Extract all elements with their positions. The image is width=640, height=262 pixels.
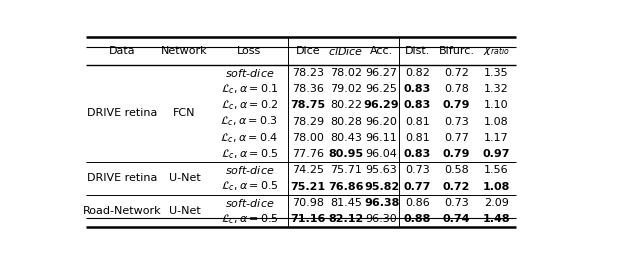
Text: 78.29: 78.29	[292, 117, 324, 127]
Text: 0.73: 0.73	[405, 165, 430, 175]
Text: 96.20: 96.20	[365, 117, 397, 127]
Text: 80.28: 80.28	[330, 117, 362, 127]
Text: $\mathit{soft}$-$\mathit{dice}$: $\mathit{soft}$-$\mathit{dice}$	[225, 164, 274, 176]
Text: 96.29: 96.29	[364, 100, 399, 110]
Text: 0.81: 0.81	[405, 133, 430, 143]
Text: $\mathcal{L}_c, \alpha = 0.2$: $\mathcal{L}_c, \alpha = 0.2$	[221, 99, 278, 112]
Text: 0.88: 0.88	[404, 214, 431, 224]
Text: 0.86: 0.86	[405, 198, 430, 208]
Text: 75.71: 75.71	[330, 165, 362, 175]
Text: 0.83: 0.83	[404, 84, 431, 94]
Text: 80.22: 80.22	[330, 100, 362, 110]
Text: 0.77: 0.77	[404, 182, 431, 192]
Text: 0.78: 0.78	[444, 84, 469, 94]
Text: 96.27: 96.27	[365, 68, 397, 78]
Text: 96.30: 96.30	[365, 214, 397, 224]
Text: $\mathcal{L}_c, \alpha = 0.3$: $\mathcal{L}_c, \alpha = 0.3$	[220, 115, 278, 128]
Text: 0.73: 0.73	[444, 117, 469, 127]
Text: 1.08: 1.08	[484, 117, 509, 127]
Text: 0.74: 0.74	[443, 214, 470, 224]
Text: 78.02: 78.02	[330, 68, 362, 78]
Text: 1.17: 1.17	[484, 133, 509, 143]
Text: 0.83: 0.83	[404, 149, 431, 159]
Text: 1.32: 1.32	[484, 84, 509, 94]
Text: FCN: FCN	[173, 108, 196, 118]
Text: Network: Network	[161, 46, 208, 56]
Text: 77.76: 77.76	[292, 149, 324, 159]
Text: 0.81: 0.81	[405, 117, 430, 127]
Text: 0.83: 0.83	[404, 100, 431, 110]
Text: $\chi_{ratio}$: $\chi_{ratio}$	[483, 45, 510, 57]
Text: 95.82: 95.82	[364, 182, 399, 192]
Text: 1.56: 1.56	[484, 165, 509, 175]
Text: 78.00: 78.00	[292, 133, 324, 143]
Text: 1.35: 1.35	[484, 68, 509, 78]
Text: 95.63: 95.63	[365, 165, 397, 175]
Text: $\mathcal{L}_c, \alpha = 0.1$: $\mathcal{L}_c, \alpha = 0.1$	[221, 82, 278, 96]
Text: 96.04: 96.04	[365, 149, 397, 159]
Text: 82.12: 82.12	[328, 214, 364, 224]
Text: Loss: Loss	[237, 46, 262, 56]
Text: $\mathcal{L}_c, \alpha = 0.5$: $\mathcal{L}_c, \alpha = 0.5$	[221, 212, 278, 226]
Text: $\mathcal{L}_c, \alpha = 0.5$: $\mathcal{L}_c, \alpha = 0.5$	[221, 180, 278, 193]
Text: 75.21: 75.21	[291, 182, 326, 192]
Text: Dist.: Dist.	[405, 46, 430, 56]
Text: 0.82: 0.82	[405, 68, 430, 78]
Text: Road-Network: Road-Network	[83, 206, 161, 216]
Text: Bifurc.: Bifurc.	[438, 46, 474, 56]
Text: $\mathit{soft}$-$\mathit{dice}$: $\mathit{soft}$-$\mathit{dice}$	[225, 197, 274, 209]
Text: Acc.: Acc.	[370, 46, 393, 56]
Text: $\mathit{clDice}$: $\mathit{clDice}$	[328, 45, 364, 57]
Text: 0.72: 0.72	[443, 182, 470, 192]
Text: 78.75: 78.75	[291, 100, 326, 110]
Text: U-Net: U-Net	[168, 206, 200, 216]
Text: 0.97: 0.97	[483, 149, 510, 159]
Text: 80.95: 80.95	[328, 149, 364, 159]
Text: Dice: Dice	[296, 46, 321, 56]
Text: 0.72: 0.72	[444, 68, 469, 78]
Text: 0.79: 0.79	[443, 149, 470, 159]
Text: 0.77: 0.77	[444, 133, 469, 143]
Text: $\mathcal{L}_c, \alpha = 0.5$: $\mathcal{L}_c, \alpha = 0.5$	[221, 147, 278, 161]
Text: 74.25: 74.25	[292, 165, 324, 175]
Text: 70.98: 70.98	[292, 198, 324, 208]
Text: 80.43: 80.43	[330, 133, 362, 143]
Text: 96.25: 96.25	[365, 84, 397, 94]
Text: 96.11: 96.11	[365, 133, 397, 143]
Text: 79.02: 79.02	[330, 84, 362, 94]
Text: 0.79: 0.79	[443, 100, 470, 110]
Text: 2.09: 2.09	[484, 198, 509, 208]
Text: Data: Data	[109, 46, 136, 56]
Text: 0.73: 0.73	[444, 198, 469, 208]
Text: 1.48: 1.48	[483, 214, 511, 224]
Text: 96.38: 96.38	[364, 198, 399, 208]
Text: $\mathcal{L}_c, \alpha = 0.4$: $\mathcal{L}_c, \alpha = 0.4$	[220, 131, 278, 145]
Text: 1.10: 1.10	[484, 100, 509, 110]
Text: DRIVE retina: DRIVE retina	[87, 108, 157, 118]
Text: 0.58: 0.58	[444, 165, 469, 175]
Text: U-Net: U-Net	[168, 173, 200, 183]
Text: 78.23: 78.23	[292, 68, 324, 78]
Text: $\mathit{soft}$-$\mathit{dice}$: $\mathit{soft}$-$\mathit{dice}$	[225, 67, 274, 79]
Text: DRIVE retina: DRIVE retina	[87, 173, 157, 183]
Text: 71.16: 71.16	[291, 214, 326, 224]
Text: 76.86: 76.86	[328, 182, 364, 192]
Text: 1.08: 1.08	[483, 182, 510, 192]
Text: 81.45: 81.45	[330, 198, 362, 208]
Text: 78.36: 78.36	[292, 84, 324, 94]
